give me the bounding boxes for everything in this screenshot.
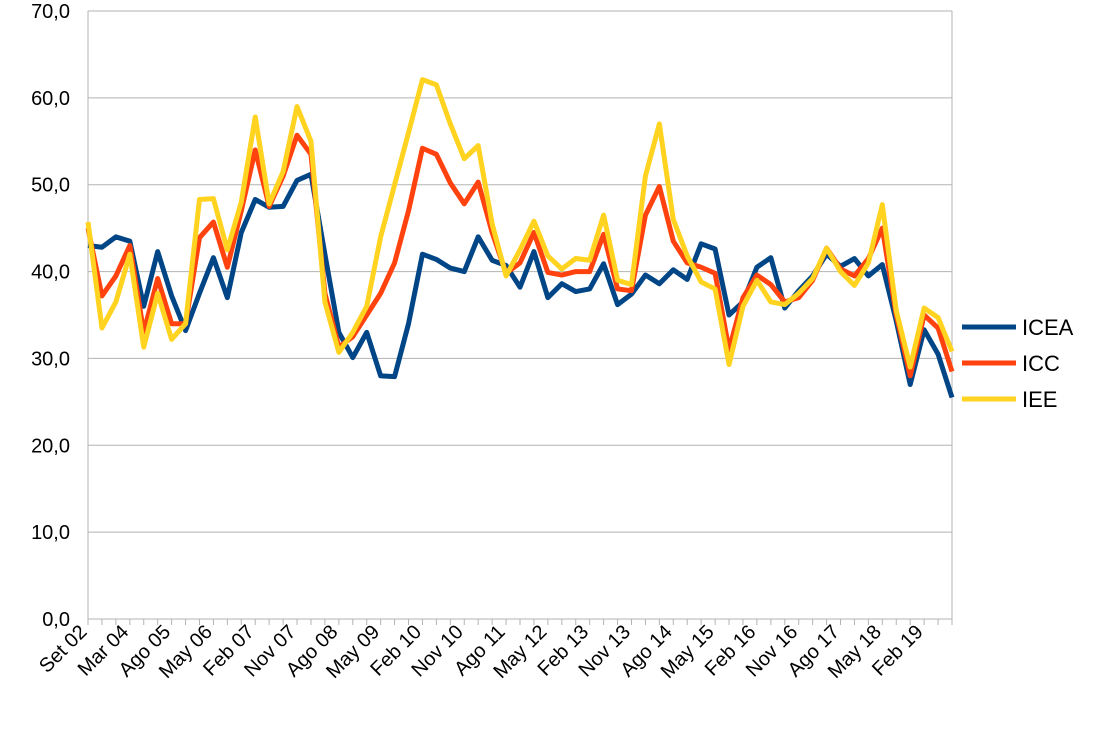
legend: ICEA ICC IEE <box>962 315 1074 412</box>
y-axis-tick-labels: 0,0 10,0 20,0 30,0 40,0 50,0 60,0 70,0 <box>31 1 70 631</box>
y-tick-label: 60,0 <box>31 88 70 110</box>
y-tick-label: 30,0 <box>31 348 70 370</box>
y-tick-label: 70,0 <box>31 1 70 23</box>
series-line-iee <box>85 77 955 370</box>
gridlines <box>88 10 952 620</box>
y-tick-label: 0,0 <box>42 609 70 631</box>
y-tick-label: 40,0 <box>31 262 70 284</box>
legend-label-iee: IEE <box>1022 387 1057 412</box>
x-axis-ticks <box>87 619 953 625</box>
y-tick-label: 20,0 <box>31 435 70 457</box>
legend-label-icea: ICEA <box>1022 315 1074 340</box>
y-tick-label: 50,0 <box>31 175 70 197</box>
plot-area <box>87 11 953 619</box>
series-lines <box>85 77 955 399</box>
legend-label-icc: ICC <box>1022 351 1060 376</box>
y-tick-label: 10,0 <box>31 522 70 544</box>
